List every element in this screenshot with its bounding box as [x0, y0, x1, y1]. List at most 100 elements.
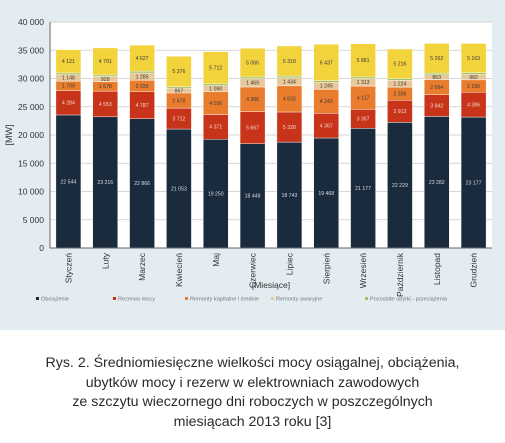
y-tick-label: 5 000: [23, 215, 45, 225]
bar-segment: [276, 75, 303, 78]
bar-segment: [92, 90, 118, 118]
x-tick-label: Wrzesień: [358, 253, 368, 289]
bar-segment: [203, 139, 229, 249]
bar-segment: [313, 113, 339, 139]
x-tick-label: Marzec: [137, 252, 147, 281]
bar-segment: [350, 76, 376, 79]
bar-segment: [276, 141, 303, 249]
legend-swatch: [113, 297, 116, 300]
bar-segment: [424, 72, 450, 76]
y-tick-label: 30 000: [18, 74, 44, 84]
x-tick-label: Lipiec: [284, 252, 294, 275]
data-label: 4 284: [62, 101, 75, 107]
x-tick-label: Grudzień: [469, 253, 479, 288]
data-label: 4 386: [246, 97, 259, 103]
x-tick-label: Maj: [211, 253, 221, 267]
data-label: 4 787: [136, 103, 149, 109]
data-label: 5 066: [246, 60, 259, 66]
x-tick-label: Październik: [395, 252, 405, 297]
bar-segment: [166, 56, 192, 87]
bar-segment: [129, 71, 155, 74]
bar-segment: [239, 48, 266, 78]
data-label: 2 196: [467, 84, 480, 90]
bar-segment: [313, 44, 339, 81]
legend-label: Remonty kapitalne i średnie: [190, 297, 259, 303]
data-label: 23 282: [429, 180, 445, 186]
bar-segment: [239, 76, 266, 79]
y-axis-title: [MW]: [4, 125, 14, 146]
data-label: 23 216: [97, 180, 113, 186]
data-label: 23 177: [466, 180, 482, 186]
bar-segment: [129, 118, 155, 249]
bar-segment: [313, 137, 339, 249]
data-label: 5 712: [209, 66, 222, 72]
y-tick-label: 15 000: [18, 158, 44, 168]
data-label: 1 245: [320, 84, 333, 90]
bar-segment: [387, 48, 413, 79]
bar-segment: [166, 128, 192, 249]
data-label: 5 318: [283, 59, 296, 65]
legend-swatch: [271, 297, 274, 300]
data-label: 1 678: [99, 84, 112, 90]
data-label: 19 250: [208, 191, 224, 197]
bar-segment: [55, 49, 82, 74]
data-label: 867: [175, 88, 184, 94]
data-label: 1 313: [357, 80, 370, 86]
bar-segment: [129, 91, 155, 120]
x-tick-label: Kwiecień: [174, 253, 184, 287]
legend-swatch: [185, 297, 188, 300]
data-label: 4 117: [357, 95, 370, 101]
figure-caption: Rys. 2. Średniomiesięczne wielkości mocy…: [0, 354, 505, 432]
data-label: 3 367: [357, 117, 370, 123]
legend-label: Obciążenie: [41, 297, 69, 303]
bar-segment: [387, 78, 413, 81]
data-label: 4 553: [99, 102, 112, 108]
bar-segment: [203, 83, 229, 86]
data-label: 1 434: [283, 80, 296, 86]
y-tick-label: 0: [39, 243, 44, 253]
x-tick-label: Luty: [100, 252, 110, 269]
caption-line-3: ze szczytu wieczornego dni roboczych w p…: [72, 394, 433, 410]
legend-label: Rezerwa mocy: [118, 297, 155, 303]
chart-panel: 22 544 4 284 1 709 1 148 4 121 23 216 4 553 1 6…: [0, 0, 505, 330]
bar-segment: [313, 80, 339, 83]
data-label: 18 743: [281, 193, 297, 199]
x-tick-label: Czerwiec: [248, 252, 258, 288]
data-label: 5 262: [430, 56, 443, 62]
bar-segment: [129, 44, 155, 72]
data-label: 4 036: [209, 101, 222, 107]
data-label: 982: [469, 75, 478, 81]
data-label: 5 881: [357, 58, 370, 64]
data-label: 5 328: [283, 125, 296, 131]
bar-segment: [460, 116, 487, 249]
y-tick-label: 20 000: [18, 130, 44, 140]
data-label: 19 468: [318, 191, 334, 197]
data-label: 1 285: [136, 74, 149, 80]
bar-segment: [460, 43, 487, 73]
data-label: 1 224: [393, 81, 406, 87]
x-tick-label: Sierpień: [321, 253, 331, 284]
data-label: 5 163: [467, 56, 480, 62]
y-tick-label: 35 000: [18, 45, 44, 55]
data-label: 928: [101, 77, 110, 83]
bar-segment: [424, 43, 450, 74]
data-label: 4 121: [62, 59, 75, 65]
y-tick-label: 10 000: [18, 187, 44, 197]
data-label: 1 469: [246, 81, 259, 87]
bar-segment: [350, 43, 376, 78]
legend-swatch: [36, 297, 39, 300]
data-label: 4 632: [283, 97, 296, 103]
data-label: 3 842: [430, 103, 443, 109]
data-label: 4 242: [320, 99, 333, 105]
data-label: 22 866: [134, 181, 150, 187]
y-tick-label: 40 000: [18, 17, 44, 27]
caption-line-4: miesiącach 2013 roku [3]: [173, 413, 332, 430]
data-label: 21 053: [171, 186, 187, 192]
data-label: 5 376: [172, 69, 185, 75]
data-label: 4 386: [467, 102, 480, 108]
x-tick-label: Listopad: [432, 253, 442, 285]
bar-segment: [276, 85, 303, 113]
data-label: 22 544: [60, 179, 76, 185]
data-label: 2 039: [136, 84, 149, 90]
data-label: 4 791: [99, 59, 112, 65]
